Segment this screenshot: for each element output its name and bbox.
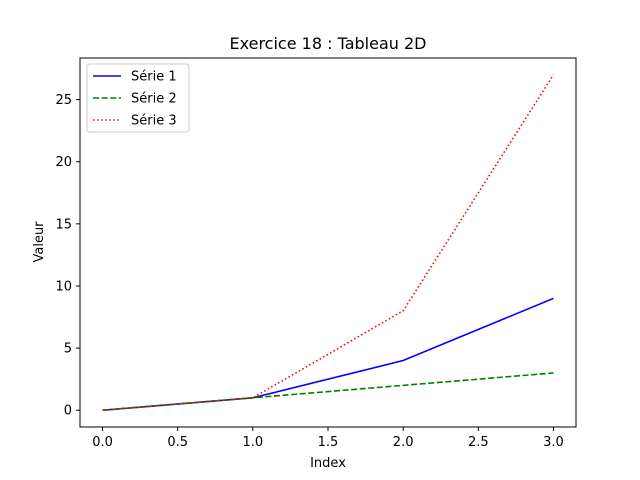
series-line-2	[102, 372, 554, 412]
x-tick-label: 3.0	[543, 435, 564, 450]
y-tick-label: 0	[64, 404, 72, 419]
plot-area: 0.0 0.5 1.0 1.5 2.0 2.5 3.0 0 5 10 15 20 25	[55, 57, 577, 450]
chart-title: Exercice 18 : Tableau 2D	[230, 34, 427, 53]
y-tick-label: 15	[55, 217, 72, 232]
legend: Série 1 Série 2 Série 3	[86, 63, 190, 133]
x-tick-label: 0.0	[92, 435, 113, 450]
x-axis-label: Index	[310, 456, 346, 471]
x-tick-label: 1.0	[243, 435, 264, 450]
y-tick-label: 5	[64, 342, 72, 357]
series-line-3	[102, 74, 555, 412]
series-line-1	[102, 297, 554, 412]
legend-label-3: Série 3	[131, 114, 177, 129]
x-tick-label: 0.5	[167, 435, 188, 450]
y-tick-label: 25	[55, 93, 72, 108]
legend-box	[86, 63, 190, 133]
y-axis-label: Valeur	[32, 221, 47, 263]
x-tick-label: 2.0	[393, 435, 414, 450]
y-tick-label: 20	[55, 155, 72, 170]
legend-label-1: Série 1	[131, 70, 177, 85]
x-tick-label: 2.5	[468, 435, 489, 450]
legend-label-2: Série 2	[131, 92, 177, 107]
y-tick-label: 10	[55, 279, 72, 294]
x-tick-label: 1.5	[318, 435, 339, 450]
